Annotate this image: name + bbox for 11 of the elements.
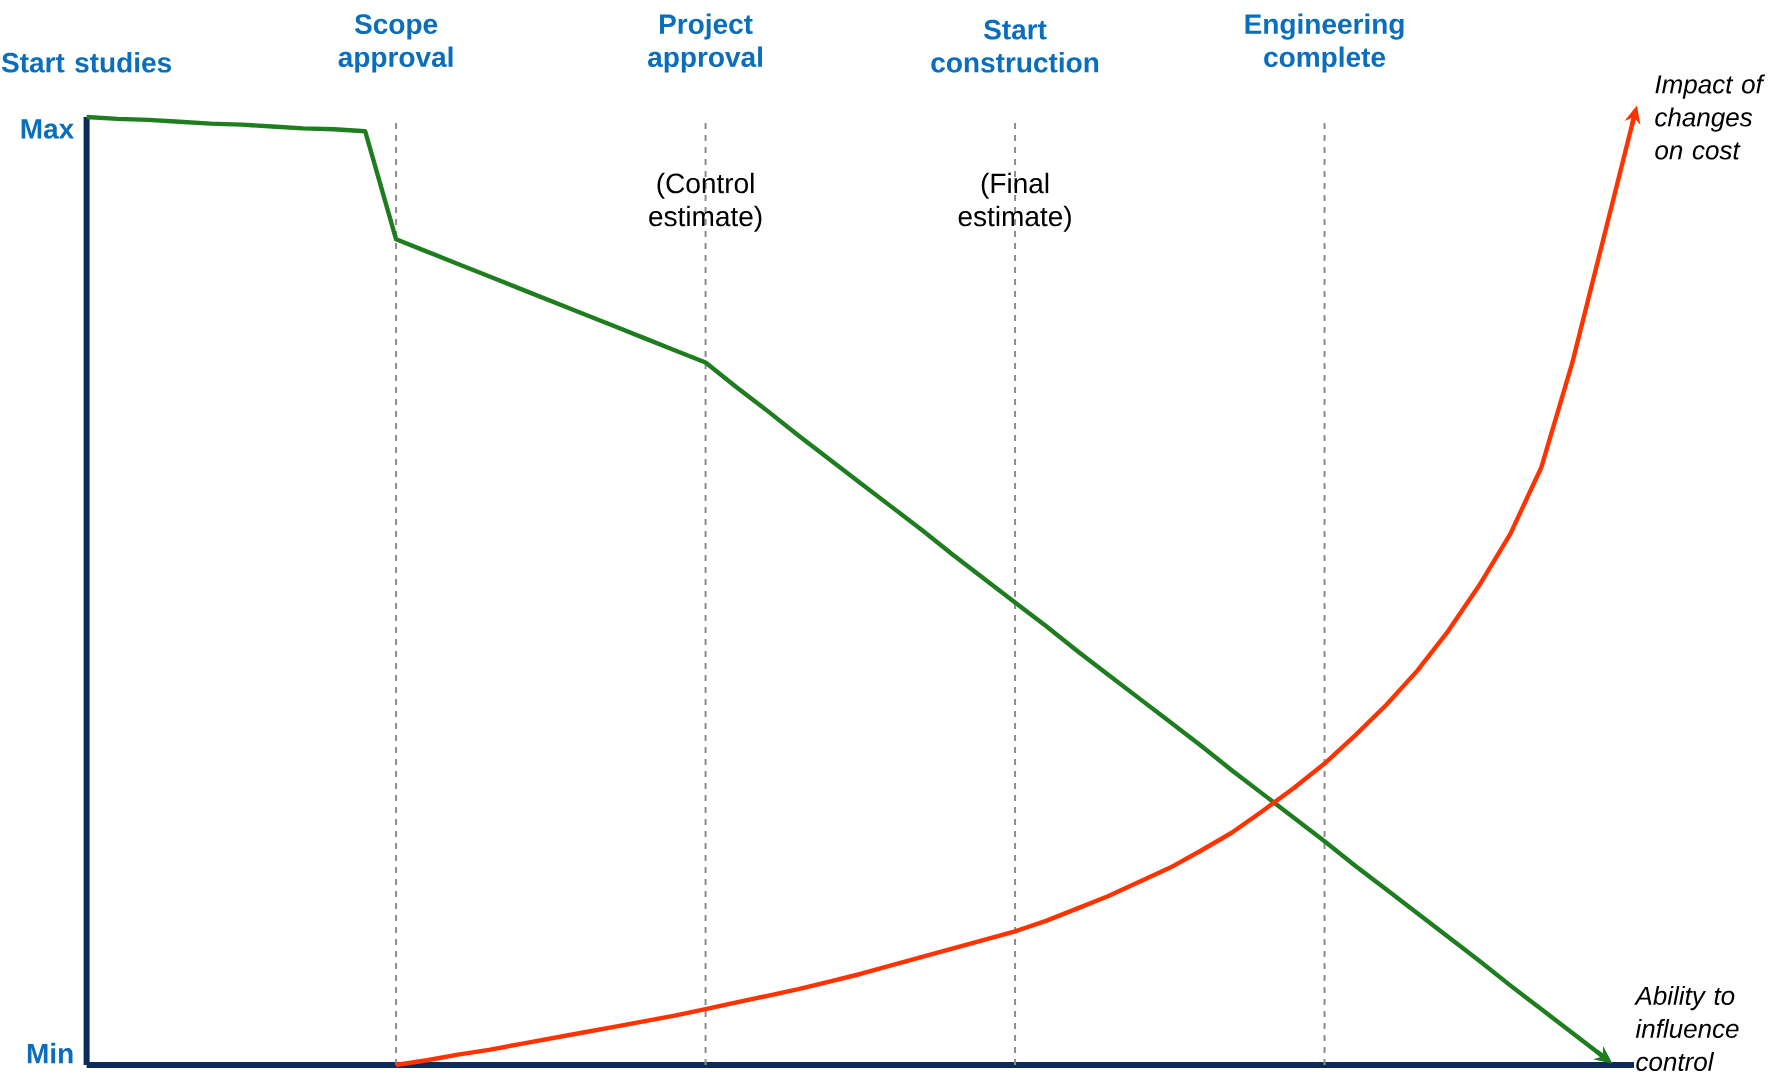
x-tick-label: Start studies — [1, 52, 172, 73]
x-tick-label: Engineering complete — [1245, 13, 1404, 73]
x-tick-label: Project approval — [648, 13, 762, 73]
series-label: Ability to influence control — [1634, 985, 1739, 1072]
x-tick-label: Start construction — [931, 19, 1099, 73]
annotation: (Final estimate) — [958, 172, 1071, 232]
x-tick-label: Scope approval — [338, 14, 453, 73]
legend-label: Impact of changes on cost — [1655, 74, 1766, 160]
annotation: (Control estimate) — [649, 172, 762, 232]
text: Max — [21, 119, 74, 139]
text: Min — [27, 1042, 73, 1064]
